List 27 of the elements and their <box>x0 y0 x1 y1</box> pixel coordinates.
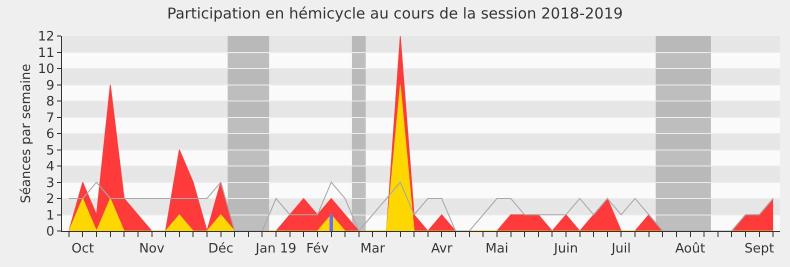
y-tick-label: 11 <box>38 46 54 61</box>
x-tick-label: Déc <box>208 242 234 257</box>
y-axis-title: Séances par semaine <box>18 64 34 204</box>
chart-title: Participation en hémicycle au cours de la session 2018-2019 <box>167 4 623 23</box>
y-tick-label: 6 <box>46 127 54 142</box>
x-tick-label: Août <box>675 242 706 257</box>
x-tick-label: Avr <box>431 242 453 257</box>
y-tick-label: 8 <box>46 94 54 110</box>
x-tick-label: Jan 19 <box>254 242 296 257</box>
x-tick-label: Oct <box>71 242 94 257</box>
x-tick-label: Fév <box>306 242 329 257</box>
y-tick-label: 1 <box>46 208 54 224</box>
y-tick-label: 10 <box>38 62 54 78</box>
y-tick-label: 12 <box>38 30 54 45</box>
y-tick-label: 4 <box>46 160 54 175</box>
x-tick-label: Mai <box>486 242 508 257</box>
x-tick-label: Nov <box>139 242 165 257</box>
x-tick-label: Juil <box>610 242 631 257</box>
y-tick-label: 0 <box>46 224 54 240</box>
y-tick-label: 5 <box>46 143 54 158</box>
x-tick-label: Mar <box>360 242 386 257</box>
y-tick-label: 9 <box>46 78 54 94</box>
x-tick-label: Juin <box>553 242 578 257</box>
y-tick-label: 7 <box>46 110 54 126</box>
y-tick-label: 3 <box>46 176 54 191</box>
y-tick-label: 2 <box>46 192 54 208</box>
x-tick-label: Sept <box>744 242 774 257</box>
